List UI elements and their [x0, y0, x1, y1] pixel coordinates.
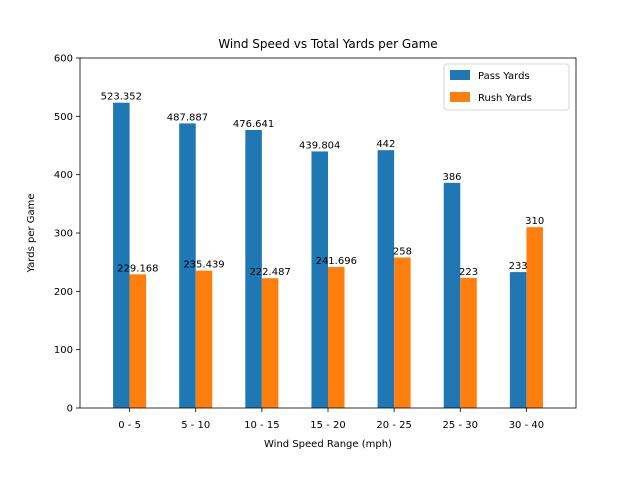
bar-rush-yards-25-30: [460, 277, 477, 408]
data-label-rush-yards-20-25: 258: [393, 247, 412, 258]
y-tick-label: 600: [54, 54, 73, 65]
x-tick-label: 15 - 20: [310, 420, 345, 431]
bar-rush-yards-10-15: [261, 278, 279, 408]
data-label-pass-yards-25-30: 386: [442, 172, 461, 183]
y-tick-label: 200: [54, 287, 73, 298]
y-tick-label: 0: [67, 404, 73, 415]
data-label-rush-yards-30-40: 310: [525, 216, 544, 227]
data-label-pass-yards-10-15: 476.641: [233, 119, 274, 130]
x-tick-label: 20 - 25: [376, 420, 411, 431]
bar-pass-yards-10-15: [245, 129, 262, 408]
legend-swatch-rush-yards: [450, 92, 470, 102]
bar-pass-yards-20-25: [377, 150, 395, 408]
bar-rush-yards-30-40: [526, 227, 543, 408]
data-label-rush-yards-5-10: 235.439: [183, 260, 224, 271]
y-axis-label: Yards per Game: [26, 193, 37, 273]
bar-pass-yards-5-10: [179, 123, 196, 409]
data-label-rush-yards-10-15: 222.487: [249, 267, 290, 278]
y-tick-label: 500: [54, 112, 73, 123]
x-tick-label: 10 - 15: [244, 420, 279, 431]
bars-group: [113, 102, 543, 409]
legend-label-rush-yards: Rush Yards: [478, 93, 532, 104]
y-tick-label: 400: [54, 170, 73, 181]
data-label-pass-yards-0-5: 523.352: [101, 92, 142, 103]
data-label-rush-yards-15-20: 241.696: [316, 256, 357, 267]
bar-pass-yards-15-20: [311, 151, 328, 408]
bar-pass-yards-30-40: [509, 272, 527, 408]
legend: Pass Yards Rush Yards: [443, 63, 570, 111]
x-tick-label: 25 - 30: [443, 420, 478, 431]
x-axis-label: Wind Speed Range (mph): [264, 439, 392, 450]
x-axis: 0 - 5 5 - 10 10 - 15 15 - 20 20 - 25 25 - 30 3…: [118, 408, 544, 431]
bar-rush-yards-20-25: [394, 257, 411, 408]
bar-pass-yards-25-30: [443, 182, 461, 408]
data-label-rush-yards-0-5: 229.168: [117, 263, 158, 274]
data-label-pass-yards-30-40: 233: [509, 261, 528, 272]
x-tick-label: 0 - 5: [118, 420, 141, 431]
data-label-pass-yards-5-10: 487.887: [167, 112, 208, 123]
y-tick-label: 100: [54, 345, 73, 356]
data-labels-group: 523.352 487.887 476.641 439.804 442 386 233 229…: [101, 92, 545, 279]
bar-rush-yards-5-10: [195, 270, 213, 408]
bar-pass-yards-0-5: [113, 102, 130, 408]
bar-rush-yards-0-5: [129, 274, 147, 408]
data-label-pass-yards-15-20: 439.804: [299, 140, 340, 151]
bar-rush-yards-15-20: [328, 267, 345, 408]
legend-frame: [443, 63, 570, 111]
legend-label-pass-yards: Pass Yards: [478, 71, 530, 82]
y-axis: 0 100 200 300 400 500 600: [54, 54, 80, 415]
x-tick-label: 30 - 40: [509, 420, 544, 431]
y-tick-label: 300: [54, 229, 73, 240]
legend-swatch-pass-yards: [450, 70, 470, 80]
data-label-pass-yards-20-25: 442: [376, 139, 395, 150]
chart-title: Wind Speed vs Total Yards per Game: [218, 37, 437, 51]
data-label-rush-yards-25-30: 223: [459, 267, 478, 278]
x-tick-label: 5 - 10: [181, 420, 210, 431]
